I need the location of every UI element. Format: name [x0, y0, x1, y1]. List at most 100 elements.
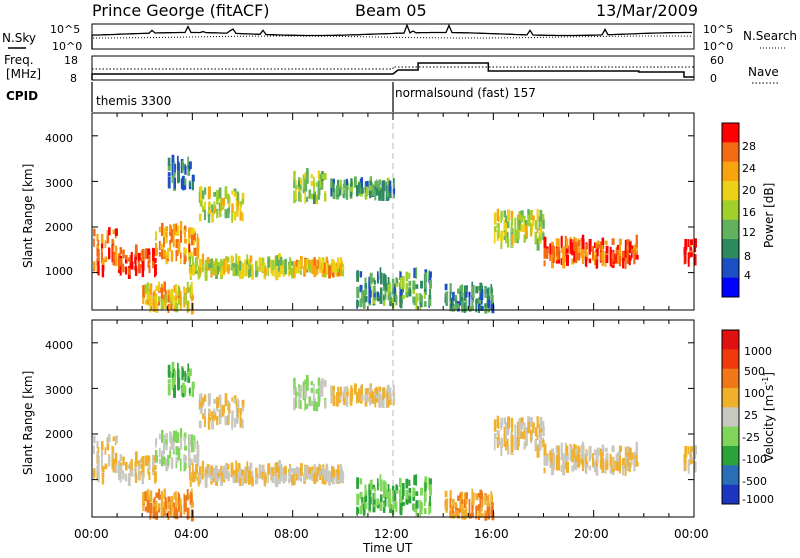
velocity-echo-cell [237, 475, 241, 484]
power-echo-cell [155, 294, 158, 307]
velocity-echo-cell [251, 470, 254, 478]
velocity-echo-cell [444, 490, 448, 498]
velocity-echo-cell [350, 385, 353, 394]
velocity-echo-cell [633, 458, 636, 472]
velocity-echo-cell [239, 418, 243, 428]
power-echo-cell [195, 260, 197, 272]
velocity-echo-cell [393, 494, 396, 501]
power-echo-cell [618, 248, 622, 258]
power-echo-cell [365, 186, 369, 196]
power-echo-cell [279, 256, 283, 268]
velocity-echo-cell [346, 391, 349, 398]
power-echo-cell [491, 295, 494, 305]
velocity-echo-cell [315, 389, 318, 394]
power-cbar-tick-20: 20 [742, 184, 756, 197]
velocity-echo-cell [468, 498, 471, 505]
sky-noise-label: N.Sky [2, 31, 36, 45]
power-echo-cell [626, 245, 630, 251]
velocity-echo-cell [231, 417, 233, 430]
power-echo-cell [220, 269, 224, 277]
velocity-echo-cell [124, 473, 128, 482]
power-echo-cell [389, 291, 392, 302]
power-echo-cell [127, 257, 131, 262]
power-echo-cell [158, 251, 162, 257]
power-echo-cell [459, 291, 463, 303]
velocity-echo-cell [165, 463, 169, 468]
power-echo-cell [373, 291, 376, 298]
power-echo-cell [353, 176, 357, 188]
power-echo-cell [218, 187, 222, 199]
velocity-echo-cell [137, 461, 140, 470]
power-echo-cell [101, 260, 105, 271]
power-echo-cell [503, 210, 507, 218]
power-echo-cell [154, 257, 157, 263]
velocity-echo-cell [542, 420, 545, 428]
power-echo-cell [177, 161, 180, 172]
velocity-echo-cell [514, 436, 517, 449]
velocity-echo-cell [171, 367, 174, 379]
velocity-echo-cell [484, 510, 488, 521]
power-echo-cell [188, 259, 191, 270]
velocity-echo-cell [420, 502, 423, 510]
velocity-echo-cell [514, 442, 517, 451]
velocity-echo-cell [325, 469, 329, 482]
velocity-echo-cell [379, 480, 383, 492]
velocity-echo-cell [520, 422, 523, 429]
power-colorbar-swatch [722, 219, 739, 240]
velocity-echo-cell [491, 502, 494, 512]
power-echo-cell [193, 231, 196, 242]
power-echo-cell [288, 270, 290, 277]
velocity-echo-cell [516, 425, 520, 436]
power-echo-cell [452, 291, 455, 302]
vel-cbar-tick-neg25: -25 [742, 431, 760, 444]
velocity-echo-cell [536, 416, 539, 428]
velocity-echo-cell [599, 448, 603, 456]
velocity-echo-cell [153, 510, 157, 519]
power-echo-cell [520, 215, 523, 222]
velocity-echo-cell [117, 460, 121, 471]
x-tick-20: 20:00 [574, 527, 609, 541]
velocity-echo-cell [228, 403, 231, 412]
power-echo-cell [459, 285, 463, 292]
power-echo-cell [542, 232, 545, 241]
power-echo-cell [292, 266, 295, 279]
velocity-echo-cell [293, 386, 297, 396]
power-echo-cell [114, 257, 118, 267]
velocity-echo-cell [360, 394, 364, 401]
power-echo-cell [183, 226, 186, 235]
velocity-echo-cell [239, 467, 242, 478]
cpid-label: CPID [6, 89, 38, 103]
power-echo-cell [585, 257, 588, 268]
power-echo-cell [605, 245, 609, 256]
power-echo-cell [191, 181, 195, 191]
velocity-echo-cell [543, 455, 547, 466]
power-echo-cell [137, 260, 140, 274]
power-echo-cell [211, 212, 215, 223]
power-echo-cell [305, 196, 309, 202]
power-echo-cell [188, 180, 191, 187]
velocity-echo-cell [624, 464, 627, 477]
power-echo-cell [350, 192, 352, 198]
velocity-echo-cell [310, 387, 314, 393]
velocity-echo-cell [387, 484, 390, 493]
power-echo-cell [364, 282, 367, 289]
power-echo-cell [376, 296, 381, 302]
power-echo-cell [114, 245, 118, 258]
power-echo-cell [321, 267, 325, 278]
velocity-echo-cell [503, 439, 507, 444]
power-echo-cell [122, 265, 125, 273]
velocity-echo-cell [112, 458, 116, 465]
power-echo-cell [160, 300, 164, 310]
power-echo-cell [545, 248, 549, 259]
power-echo-cell [457, 288, 461, 294]
velocity-echo-cell [241, 469, 245, 477]
power-echo-cell [210, 264, 214, 275]
power-echo-cell [146, 299, 150, 305]
power-echo-cell [278, 259, 281, 272]
power-echo-cell [319, 178, 322, 188]
velocity-echo-cell [228, 407, 230, 421]
velocity-echo-cell [689, 459, 693, 464]
velocity-echo-cell [429, 480, 432, 492]
power-echo-cell [484, 303, 487, 308]
velocity-echo-cell [577, 459, 581, 467]
